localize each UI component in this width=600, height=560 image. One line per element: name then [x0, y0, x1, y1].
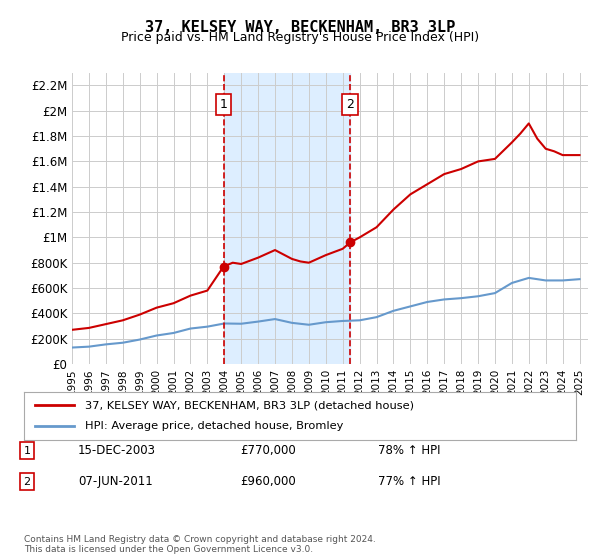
Text: 2: 2 — [23, 477, 31, 487]
Text: 1: 1 — [220, 98, 227, 111]
Text: 37, KELSEY WAY, BECKENHAM, BR3 3LP: 37, KELSEY WAY, BECKENHAM, BR3 3LP — [145, 20, 455, 35]
Text: £770,000: £770,000 — [240, 444, 296, 458]
Text: Contains HM Land Registry data © Crown copyright and database right 2024.
This d: Contains HM Land Registry data © Crown c… — [24, 535, 376, 554]
Text: 15-DEC-2003: 15-DEC-2003 — [78, 444, 156, 458]
Text: 07-JUN-2011: 07-JUN-2011 — [78, 475, 153, 488]
Text: 1: 1 — [23, 446, 31, 456]
Text: HPI: Average price, detached house, Bromley: HPI: Average price, detached house, Brom… — [85, 421, 343, 431]
Text: 77% ↑ HPI: 77% ↑ HPI — [378, 475, 440, 488]
Bar — [224, 73, 350, 364]
Text: 78% ↑ HPI: 78% ↑ HPI — [378, 444, 440, 458]
Text: 37, KELSEY WAY, BECKENHAM, BR3 3LP (detached house): 37, KELSEY WAY, BECKENHAM, BR3 3LP (deta… — [85, 400, 414, 410]
Text: 2: 2 — [346, 98, 354, 111]
Text: £960,000: £960,000 — [240, 475, 296, 488]
Text: Price paid vs. HM Land Registry's House Price Index (HPI): Price paid vs. HM Land Registry's House … — [121, 31, 479, 44]
